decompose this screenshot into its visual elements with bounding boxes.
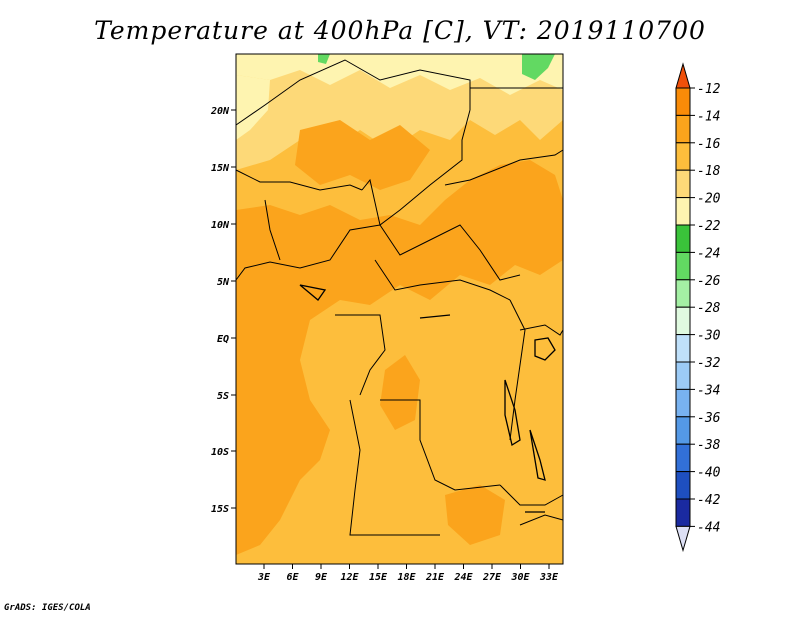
lon-tick-label: 6E [286, 572, 299, 583]
lon-tick-label: 30E [510, 572, 530, 583]
field-green-north-east [522, 54, 555, 80]
field-band-coolest [236, 54, 563, 95]
map-title: Temperature at 400hPa [C], VT: 201911070… [94, 16, 706, 45]
colorbar-label: -22 [697, 219, 721, 234]
colorbar-swatch [675, 197, 691, 226]
colorbar-swatch [675, 471, 691, 500]
colorbar-label: -20 [697, 192, 721, 207]
lat-tick-label: 5N [217, 277, 230, 288]
colorbar-swatch [675, 142, 691, 171]
lon-tick-label: 15E [369, 572, 388, 583]
colorbar-label: -30 [697, 329, 721, 344]
credit-label: GrADS: IGES/COLA [4, 603, 91, 613]
lat-tick-label: 15N [211, 163, 230, 174]
lon-tick-label: 18E [397, 572, 416, 583]
colorbar-swatch [675, 334, 691, 363]
map-frame [235, 53, 564, 565]
field-band-warm-south [445, 485, 505, 545]
field-band-warm-north [295, 120, 430, 190]
colorbar-swatch [675, 388, 691, 418]
colorbar-swatch [675, 443, 691, 473]
colorbar-swatch [675, 87, 691, 116]
colorbar-label: -32 [697, 356, 721, 371]
lat-tick-label: 5S [217, 391, 229, 402]
colorbar-label: -24 [697, 246, 720, 261]
field-band-coolest-west [236, 75, 270, 140]
colorbar-swatch [675, 169, 691, 199]
lon-tick-label: 9E [315, 572, 328, 583]
colorbar-label: -16 [697, 137, 721, 152]
colorbar-swatch [675, 279, 691, 308]
colorbar-label: -26 [697, 274, 721, 289]
colorbar-label: -18 [697, 164, 721, 179]
lon-tick-label: 21E [425, 572, 445, 583]
colorbar-label: -40 [697, 466, 721, 481]
colorbar-label: -36 [697, 411, 721, 426]
colorbar-label: -38 [697, 438, 721, 453]
colorbar-swatch [675, 114, 691, 144]
colorbar-swatch [675, 361, 691, 390]
colorbar-top-arrow [675, 62, 691, 89]
water-bodies [299, 284, 556, 513]
lon-tick-label: 27E [482, 572, 502, 583]
latitude-axis: 20N 15N 10N 5N EQ 5S 10S 15S [210, 106, 236, 515]
colorbar-label: -42 [697, 493, 721, 508]
lon-tick-label: 33E [539, 572, 559, 583]
lat-tick-label: 10N [211, 220, 230, 231]
colorbar-swatch [675, 251, 691, 281]
lat-tick-label: 10S [211, 447, 229, 458]
lat-tick-label: EQ [217, 334, 229, 345]
lon-tick-label: 24E [453, 572, 473, 583]
field-band-warm-west [236, 160, 563, 555]
colorbar-swatch [675, 416, 691, 445]
lon-tick-label: 3E [257, 572, 271, 583]
country-borders [235, 59, 564, 536]
colorbar-label: -12 [697, 82, 721, 97]
colorbar-label: -28 [697, 301, 721, 316]
map-panel [235, 53, 564, 565]
longitude-axis: 3E 6E 9E 12E 15E 18E 21E 24E 27E 30E 33E [257, 564, 559, 583]
colorbar-bottom-arrow [675, 525, 691, 553]
lat-tick-label: 20N [210, 106, 230, 117]
field-green-north [318, 54, 330, 64]
colorbar-swatch [675, 306, 691, 336]
colorbar-label: -14 [697, 109, 720, 124]
field-band-warm-central [380, 355, 420, 430]
lon-tick-label: 12E [340, 572, 359, 583]
colorbar: -12 -14 -16 -18 -20 -22 -24 -26 -28 -30 -32 -34 -36 -… [675, 62, 721, 553]
colorbar-label: -34 [697, 383, 720, 398]
colorbar-swatch [675, 224, 691, 253]
lat-tick-label: 15S [211, 504, 229, 515]
colorbar-swatch [675, 498, 691, 527]
colorbar-label: -44 [697, 520, 720, 535]
